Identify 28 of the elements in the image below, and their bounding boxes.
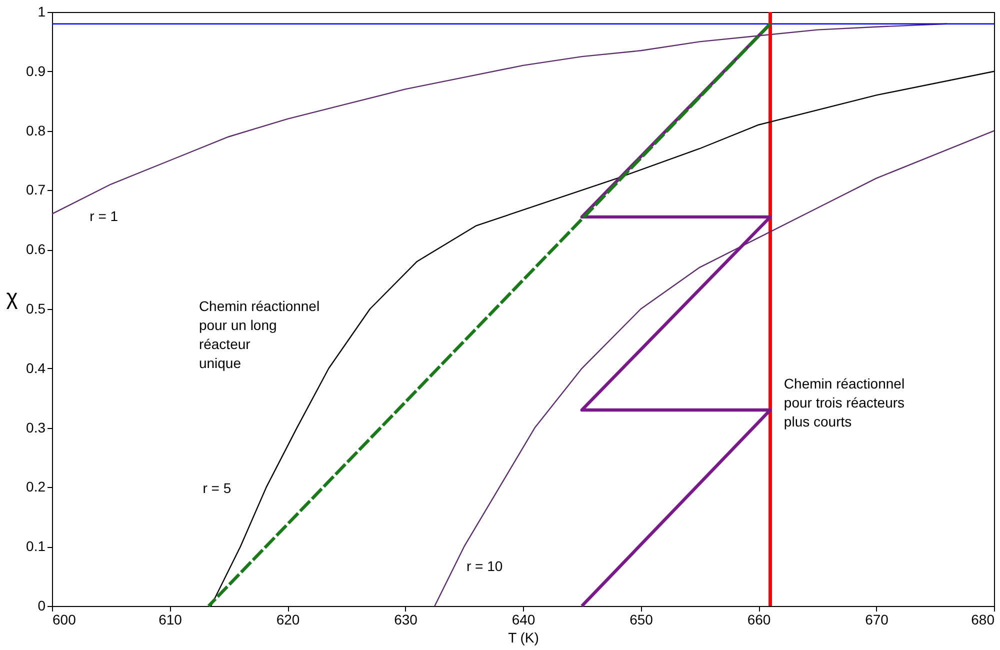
x-tick-label: 670 bbox=[865, 612, 889, 628]
y-tick-label: 0.8 bbox=[26, 122, 46, 138]
y-tick-label: 0.1 bbox=[26, 538, 46, 554]
y-tick-label: 0.7 bbox=[26, 182, 46, 198]
y-tick-label: 1 bbox=[38, 4, 46, 20]
x-tick-label: 640 bbox=[512, 612, 536, 628]
y-tick-label: 0 bbox=[38, 598, 46, 614]
x-tick-label: 680 bbox=[971, 612, 995, 628]
x-axis-title: T (K) bbox=[508, 630, 539, 646]
y-tick-label: 0.5 bbox=[26, 300, 46, 316]
y-tick-label: 0.3 bbox=[26, 419, 46, 436]
annotation: r = 10 bbox=[466, 558, 503, 574]
y-tick-label: 0.4 bbox=[26, 360, 46, 376]
x-tick-label: 630 bbox=[394, 612, 418, 628]
y-axis-title: χ bbox=[6, 284, 18, 310]
line-series bbox=[434, 130, 995, 607]
annotation: Chemin réactionnel pour trois réacteurs plus courts bbox=[784, 375, 905, 430]
y-tick-label: 0.9 bbox=[26, 62, 46, 79]
annotation: r = 1 bbox=[90, 208, 118, 224]
annotation: r = 5 bbox=[202, 480, 232, 496]
y-tick-label: 0.6 bbox=[26, 241, 46, 258]
x-tick-label: 600 bbox=[52, 612, 76, 628]
x-tick-label: 620 bbox=[276, 612, 300, 628]
x-tick-label: 660 bbox=[747, 612, 771, 628]
annotation: Chemin réactionnel pour un long réacteur unique bbox=[198, 298, 320, 372]
x-tick-label: 610 bbox=[158, 612, 182, 628]
x-tick-label: 650 bbox=[630, 612, 654, 628]
y-tick-label: 0.2 bbox=[26, 478, 46, 495]
